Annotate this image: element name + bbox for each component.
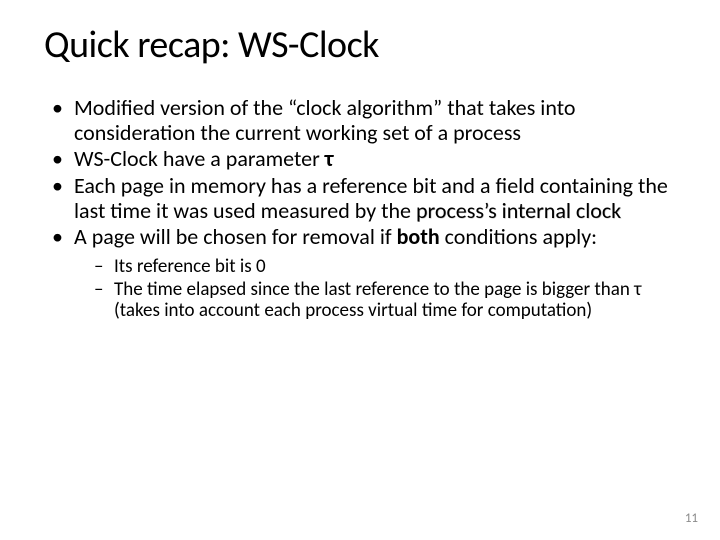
slide: Quick recap: WS-Clock Modified version o…: [0, 0, 720, 540]
bold-text: both: [397, 223, 440, 250]
bullet-text: Modified version of the “clock algorithm…: [74, 94, 575, 146]
sub-bullet-text: The time elapsed since the last referenc…: [114, 278, 642, 322]
bullet-text: conditions apply:: [440, 223, 597, 250]
bullet-item: A page will be chosen for removal if bot…: [48, 225, 676, 321]
bullet-text: WS-Clock have a parameter: [74, 145, 325, 172]
sub-bullet-item: The time elapsed since the last referenc…: [92, 279, 676, 322]
bullet-item: WS-Clock have a parameter τ: [48, 147, 676, 172]
bullet-item: Each page in memory has a reference bit …: [48, 174, 676, 223]
sub-bullet-item: Its reference bit is 0: [92, 256, 676, 277]
sub-bullet-list: Its reference bit is 0 The time elapsed …: [92, 256, 676, 322]
bullet-text: A page will be chosen for removal if: [74, 223, 397, 250]
bullet-list: Modified version of the “clock algorithm…: [48, 96, 676, 322]
page-number: 11: [685, 511, 698, 526]
emphasis-text: process’s internal clock: [416, 197, 621, 224]
tau-symbol: τ: [325, 145, 334, 172]
slide-title: Quick recap: WS-Clock: [44, 22, 676, 68]
sub-bullet-text: Its reference bit is 0: [114, 255, 266, 278]
bullet-item: Modified version of the “clock algorithm…: [48, 96, 676, 145]
